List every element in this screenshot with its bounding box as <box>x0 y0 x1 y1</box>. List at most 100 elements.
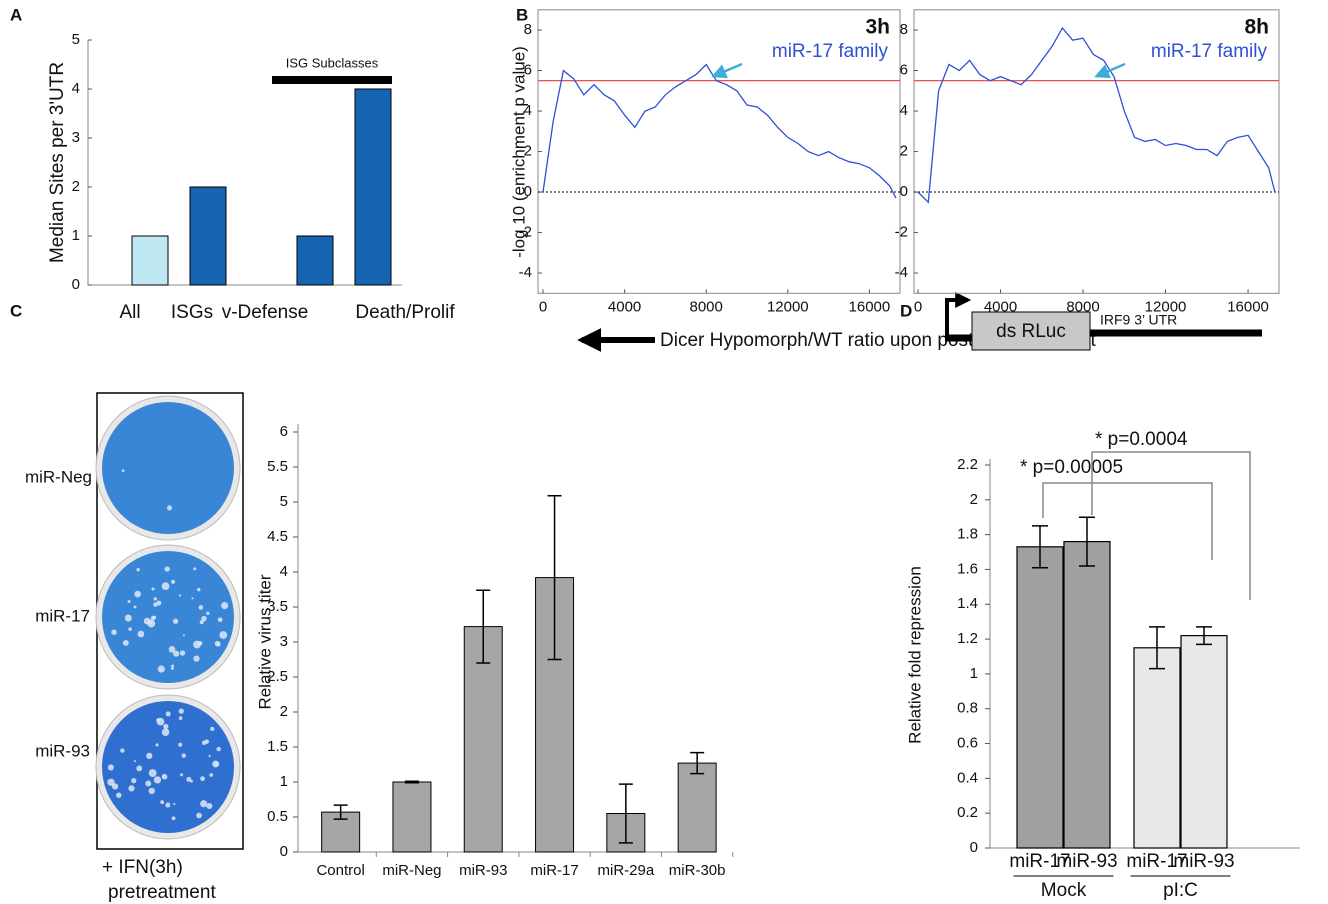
error-bar <box>1032 525 1048 569</box>
plate-caption: pretreatment <box>108 882 216 903</box>
plaque <box>197 641 203 646</box>
plaque <box>179 650 186 656</box>
x-tick-label: 0 <box>914 298 922 315</box>
y-tick-label: 2 <box>524 143 532 160</box>
y-tick-label: 2.5 <box>267 668 288 685</box>
bar <box>463 626 503 853</box>
y-tick-label: 3 <box>280 633 288 650</box>
plaque <box>133 760 136 763</box>
plaque <box>148 787 155 795</box>
subclass-bar <box>272 76 392 84</box>
x-tick-label: 16000 <box>1227 298 1269 315</box>
x-tick-label: ISGs <box>171 302 213 323</box>
error-bar <box>1079 516 1095 567</box>
y-tick-label: 8 <box>524 21 532 38</box>
plaque <box>165 802 171 808</box>
plaque <box>161 582 170 590</box>
bar <box>677 762 717 853</box>
y-tick-label: 1.5 <box>267 738 288 755</box>
plaque <box>134 590 141 598</box>
plaque <box>111 783 119 790</box>
y-tick-label: 2 <box>970 491 978 508</box>
y-tick-label: 5.5 <box>267 458 288 475</box>
y-tick-label: 3.5 <box>267 598 288 615</box>
x-tick-label: 8000 <box>690 298 723 315</box>
y-tick-label: 1.8 <box>957 526 978 543</box>
plaque <box>197 587 201 592</box>
plaque <box>145 780 152 787</box>
panel-label: D <box>900 301 912 320</box>
chart-title: 8h <box>1244 16 1269 39</box>
plaque <box>182 634 185 637</box>
plaque <box>221 602 229 610</box>
y-tick-label: 6 <box>900 62 908 79</box>
x-tick-label: miR-17 <box>1009 851 1070 872</box>
bar <box>1016 546 1064 849</box>
x-tick-label: 8000 <box>1066 298 1099 315</box>
plaque <box>155 743 159 747</box>
plaque <box>146 752 153 759</box>
plaque <box>128 785 135 792</box>
promoter-arrow <box>945 292 972 340</box>
bar <box>296 235 334 286</box>
y-axis-label: Relative virus titer <box>255 574 274 709</box>
plaque <box>219 631 228 639</box>
plate-caption: + IFN(3h) <box>102 857 183 878</box>
plaque <box>186 776 192 782</box>
plaque <box>208 755 211 758</box>
x-tick-label: miR-Neg <box>382 862 441 879</box>
plaque <box>157 665 165 673</box>
y-tick-label: 0 <box>524 183 532 200</box>
plaque <box>122 639 129 646</box>
annotation: ISG Subclasses <box>286 55 379 70</box>
construct-label: IRF9 3’ UTR <box>1100 312 1177 328</box>
plaque <box>161 728 170 737</box>
plaque <box>217 617 223 623</box>
y-tick-label: 4.5 <box>267 528 288 545</box>
y-tick-label: 2.2 <box>957 456 978 473</box>
y-tick-label: 0 <box>72 276 80 293</box>
y-tick-label: 0.5 <box>267 808 288 825</box>
x-tick-label: miR-30b <box>669 862 726 879</box>
plate-label: miR-93 <box>35 741 90 760</box>
series-line <box>917 26 1276 204</box>
y-tick-label: 4 <box>72 80 80 97</box>
y-tick-label: 1.6 <box>957 560 978 577</box>
y-tick-label: 2 <box>900 143 908 160</box>
bar <box>392 781 432 853</box>
plaque <box>136 765 143 772</box>
series-label: miR-17 family <box>1151 41 1268 62</box>
y-tick-label: 1 <box>72 227 80 244</box>
plaque <box>171 816 176 821</box>
y-tick-label: -4 <box>519 264 532 281</box>
y-tick-label: 5 <box>72 31 80 48</box>
significance-bracket <box>1091 451 1251 600</box>
y-tick-label: 3 <box>72 129 80 146</box>
x-tick-label: Death/Prolif <box>355 302 455 323</box>
construct-label: ds RLuc <box>996 321 1066 342</box>
x-tick-label: All <box>119 302 140 323</box>
bar <box>1133 647 1181 849</box>
y-tick-label: 2 <box>72 178 80 195</box>
error-bar <box>333 804 348 820</box>
plaque <box>137 630 145 638</box>
plaque <box>181 753 186 758</box>
plaque <box>166 505 173 511</box>
plaque <box>200 800 208 808</box>
plate-label: miR-17 <box>35 606 90 625</box>
bar <box>1063 540 1111 849</box>
plaque <box>190 779 193 783</box>
plaque <box>216 746 221 752</box>
error-bar <box>618 783 633 844</box>
plaque <box>178 708 184 714</box>
significance-label: * p=0.00005 <box>1020 457 1123 478</box>
plaque <box>204 739 210 744</box>
plaque <box>173 650 180 657</box>
significance-bracket <box>1042 482 1213 560</box>
error-bar <box>1196 626 1212 646</box>
plaque <box>178 716 183 720</box>
x-tick-label: 4000 <box>608 298 641 315</box>
axes <box>297 424 708 853</box>
panel-label: C <box>10 301 22 320</box>
